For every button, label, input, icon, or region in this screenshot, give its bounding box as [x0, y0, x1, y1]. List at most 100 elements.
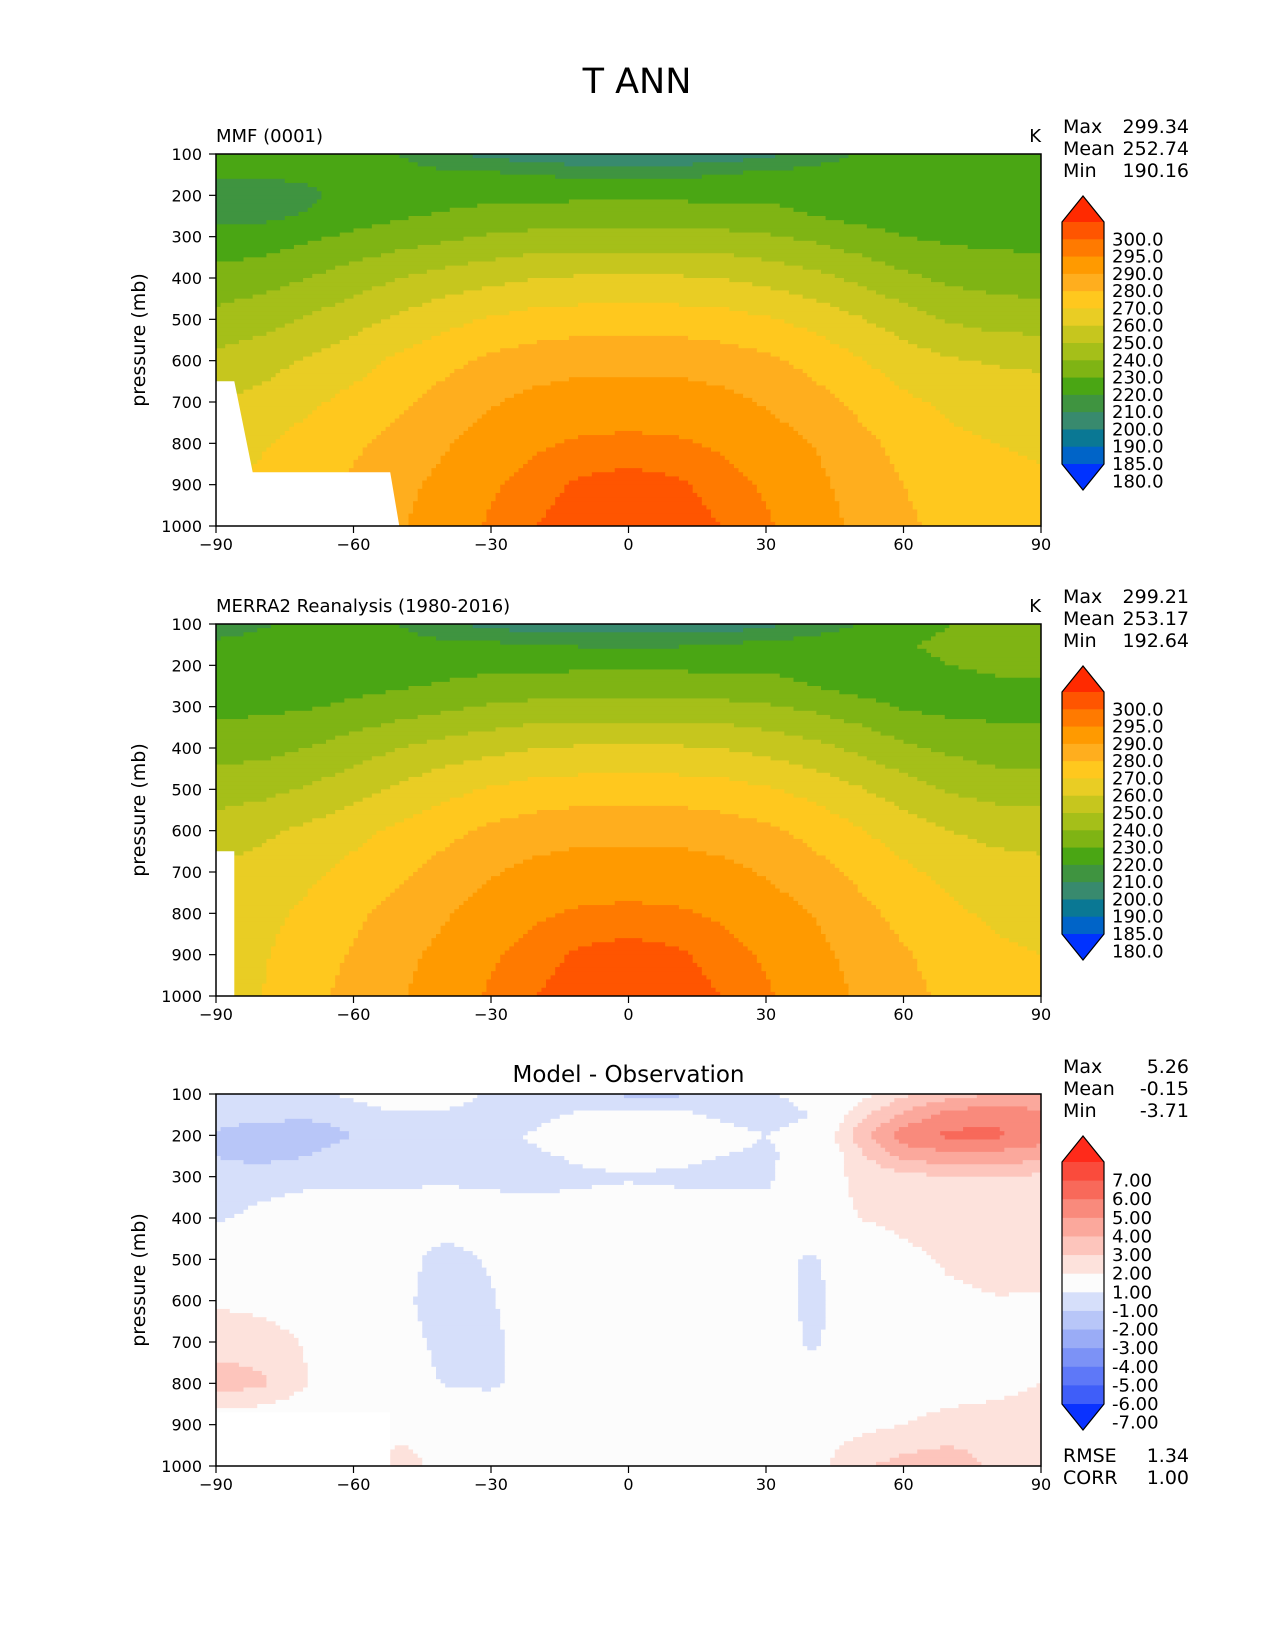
colorbar-label: -3.00 — [1112, 1338, 1159, 1359]
colorbar-segment — [1062, 899, 1104, 918]
colorbar-label: -4.00 — [1112, 1357, 1159, 1378]
colorbar-segment — [1062, 692, 1104, 710]
units-label: K — [1029, 126, 1042, 147]
colorbar-segment — [1062, 412, 1104, 430]
colorbar-label: 270.0 — [1112, 768, 1164, 789]
colorbar-segment — [1062, 196, 1104, 222]
colorbar-segment — [1062, 1366, 1104, 1386]
x-tick-label: 90 — [1031, 1475, 1051, 1494]
colorbar-label: 210.0 — [1112, 872, 1164, 893]
colorbar-label: 180.0 — [1112, 941, 1164, 962]
colorbar-label: 3.00 — [1112, 1245, 1152, 1266]
colorbar-segment — [1062, 464, 1104, 490]
colorbar-label: 180.0 — [1112, 471, 1164, 492]
colorbar-label: 260.0 — [1112, 786, 1164, 807]
y-tick-label: 500 — [171, 1250, 202, 1269]
y-tick-label: 700 — [171, 1333, 202, 1352]
colorbar-segment — [1062, 256, 1104, 275]
stat-value: 299.34 — [1123, 116, 1189, 138]
colorbar-label: 300.0 — [1112, 229, 1164, 250]
colorbar-label: 290.0 — [1112, 264, 1164, 285]
y-axis-label: pressure (mb) — [128, 1213, 150, 1347]
colorbar-label: 190.0 — [1112, 437, 1164, 458]
colorbar-segment — [1062, 1404, 1104, 1430]
colorbar-segment — [1062, 934, 1104, 960]
colorbar-segment — [1062, 1236, 1104, 1256]
y-tick-label: 100 — [171, 145, 202, 164]
contour-field — [216, 1094, 1041, 1466]
panel-2: −90 −60 −30 0 30 60 90 100 200 300 400 500 600 700 800… — [128, 586, 1189, 1024]
stat-value: 252.74 — [1123, 138, 1189, 160]
stat-label: Max — [1063, 586, 1102, 608]
colorbar-segment — [1062, 813, 1104, 831]
colorbar-segment — [1062, 1329, 1104, 1349]
x-tick-label: 0 — [623, 535, 633, 554]
stat-label: Max — [1063, 116, 1102, 138]
stat-label: CORR — [1063, 1467, 1118, 1489]
colorbar-segment — [1062, 239, 1104, 258]
colorbar-segment — [1062, 1255, 1104, 1275]
colorbar-segment — [1062, 325, 1104, 344]
colorbar-label: 185.0 — [1112, 454, 1164, 475]
colorbar-label: 240.0 — [1112, 350, 1164, 371]
contour-field — [216, 624, 1041, 996]
colorbar-segment — [1062, 1310, 1104, 1331]
y-tick-label: 500 — [171, 780, 202, 799]
colorbar-segment — [1062, 830, 1104, 849]
y-tick-label: 800 — [171, 1374, 202, 1393]
colorbar-segment — [1062, 343, 1104, 361]
y-tick-label: 600 — [171, 1292, 202, 1311]
colorbar-label: 220.0 — [1112, 855, 1164, 876]
stat-value: 253.17 — [1123, 608, 1189, 630]
panel-title: MMF (0001) — [216, 126, 323, 147]
colorbar-segment — [1062, 882, 1104, 900]
colorbar: 300.0295.0290.0280.0270.0260.0250.0240.0… — [1061, 195, 1164, 492]
x-tick-label: −30 — [474, 1475, 508, 1494]
x-tick-label: 90 — [1031, 535, 1051, 554]
missing-data-mask — [216, 1412, 391, 1466]
colorbar-segment — [1062, 1162, 1104, 1182]
x-tick-label: −60 — [337, 535, 371, 554]
colorbar-label: 230.0 — [1112, 368, 1164, 389]
y-tick-label: 800 — [171, 434, 202, 453]
contour-field — [216, 154, 1041, 526]
colorbar-outline — [1061, 195, 1105, 491]
y-tick-label: 600 — [171, 822, 202, 841]
missing-data-mask — [216, 381, 400, 526]
stat-label: RMSE — [1063, 1445, 1117, 1467]
y-tick-label: 1000 — [161, 1457, 202, 1476]
colorbar-segment — [1062, 1180, 1104, 1200]
y-tick-label: 200 — [171, 186, 202, 205]
y-tick-label: 400 — [171, 269, 202, 288]
stat-label: Mean — [1063, 138, 1115, 160]
colorbar-segment — [1062, 273, 1104, 292]
colorbar-label: 295.0 — [1112, 717, 1164, 738]
x-tick-label: 30 — [756, 535, 776, 554]
colorbar-segment — [1062, 1348, 1104, 1368]
y-tick-label: 400 — [171, 1209, 202, 1228]
stat-value: -0.15 — [1140, 1078, 1189, 1100]
colorbar-label: 210.0 — [1112, 402, 1164, 423]
colorbar-label: -5.00 — [1112, 1375, 1159, 1396]
x-tick-label: −90 — [199, 1005, 233, 1024]
x-tick-label: 60 — [893, 1475, 913, 1494]
y-tick-label: 800 — [171, 904, 202, 923]
y-tick-label: 900 — [171, 476, 202, 495]
x-tick-label: 0 — [623, 1475, 633, 1494]
units-label: K — [1029, 596, 1042, 617]
colorbar-label: 280.0 — [1112, 281, 1164, 302]
y-tick-label: 1000 — [161, 517, 202, 536]
colorbar-segment — [1062, 847, 1104, 866]
y-tick-label: 600 — [171, 352, 202, 371]
y-tick-label: 700 — [171, 393, 202, 412]
colorbar-label: 295.0 — [1112, 247, 1164, 268]
colorbar-label: 260.0 — [1112, 316, 1164, 337]
colorbar-segment — [1062, 743, 1104, 762]
colorbar-label: 300.0 — [1112, 699, 1164, 720]
colorbar-label: -6.00 — [1112, 1394, 1159, 1415]
colorbar-label: 6.00 — [1112, 1189, 1152, 1210]
colorbar-label: 4.00 — [1112, 1226, 1152, 1247]
colorbar-label: 200.0 — [1112, 889, 1164, 910]
y-tick-label: 700 — [171, 863, 202, 882]
stat-value: 190.16 — [1123, 160, 1189, 182]
